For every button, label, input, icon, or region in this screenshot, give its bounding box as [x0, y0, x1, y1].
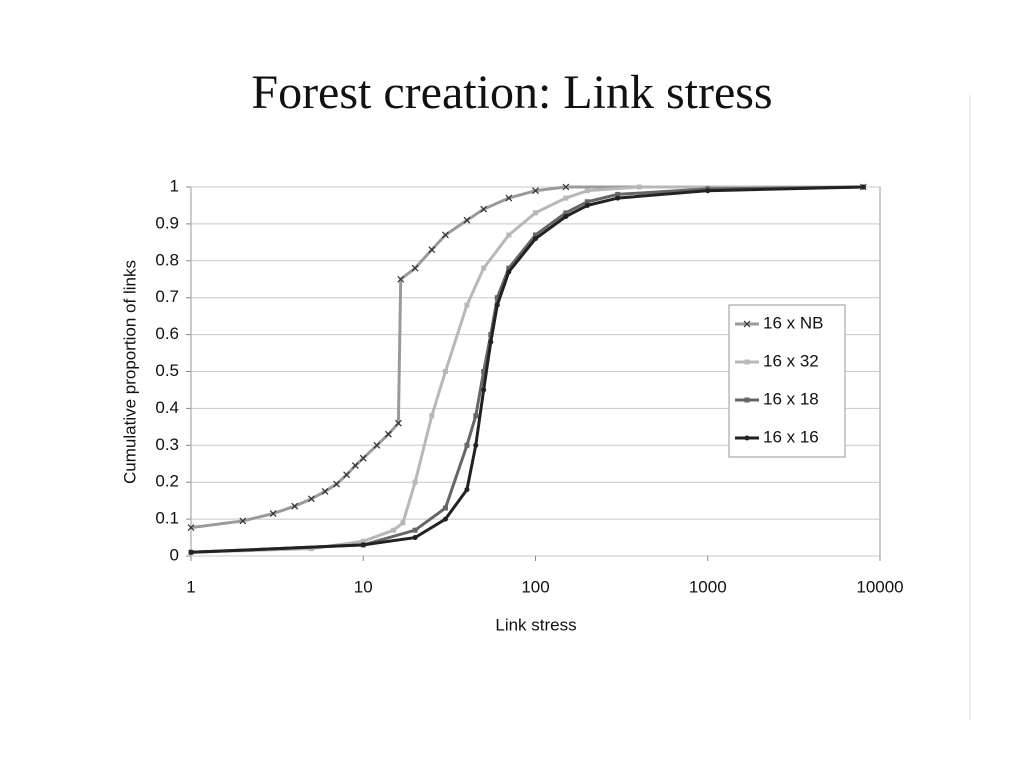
- marker: [615, 195, 621, 201]
- marker: [360, 538, 366, 544]
- marker: [494, 295, 500, 301]
- marker: [505, 194, 513, 202]
- marker: [481, 387, 487, 393]
- marker: [533, 236, 538, 242]
- series-line: [190, 185, 864, 554]
- marker: [533, 210, 538, 216]
- y-tick-label: 0.7: [155, 287, 179, 306]
- marker: [412, 527, 418, 533]
- legend-label: 16 x 32: [763, 351, 819, 370]
- chart-title: Forest creation: Link stress: [251, 66, 772, 119]
- marker: [860, 184, 866, 190]
- marker: [463, 216, 471, 224]
- marker: [506, 265, 512, 271]
- marker: [400, 520, 406, 526]
- legend-marker: [744, 397, 750, 403]
- legend-label: 16 x 16: [763, 427, 819, 446]
- marker: [481, 369, 487, 374]
- marker: [506, 232, 512, 238]
- marker: [563, 214, 569, 220]
- marker: [351, 462, 359, 470]
- marker: [442, 505, 448, 511]
- y-tick-label: 1: [170, 176, 179, 195]
- marker: [373, 441, 381, 449]
- marker: [321, 488, 329, 495]
- legend-box: [728, 304, 846, 458]
- marker: [269, 510, 277, 517]
- marker: [239, 517, 247, 525]
- marker: [307, 495, 315, 503]
- x-tick-label: 100: [521, 577, 549, 596]
- marker: [480, 205, 488, 213]
- marker: [384, 430, 392, 438]
- legend-marker: [744, 435, 750, 441]
- marker: [705, 188, 711, 194]
- series-line: [190, 185, 864, 554]
- marker: [473, 442, 479, 448]
- marker: [464, 302, 470, 308]
- y-tick-label: 0.1: [155, 509, 179, 528]
- marker: [429, 413, 435, 419]
- legend-marker: [744, 359, 750, 365]
- marker: [563, 195, 569, 201]
- y-tick-label: 0.8: [155, 250, 179, 269]
- marker: [532, 187, 539, 195]
- legend-label: 16 x 18: [763, 389, 819, 408]
- marker: [584, 199, 590, 205]
- marker: [442, 231, 449, 239]
- y-axis-label: Cumulative proportion of links: [120, 260, 139, 484]
- marker: [333, 480, 340, 488]
- marker: [464, 442, 470, 448]
- marker: [360, 542, 366, 548]
- x-tick-label: 1: [186, 577, 195, 596]
- marker: [473, 413, 479, 419]
- marker: [442, 516, 448, 522]
- marker: [563, 210, 569, 216]
- marker: [494, 302, 500, 308]
- marker: [636, 184, 642, 190]
- y-tick-label: 0.9: [155, 213, 179, 232]
- marker: [488, 339, 494, 345]
- marker: [428, 246, 436, 254]
- marker: [343, 471, 350, 479]
- marker: [359, 454, 367, 462]
- marker: [394, 419, 402, 427]
- marker: [533, 232, 538, 238]
- marker: [442, 369, 448, 374]
- marker: [481, 265, 487, 271]
- x-tick-label: 10: [354, 577, 373, 596]
- legend-label: 16 x NB: [763, 313, 823, 332]
- marker: [188, 549, 194, 555]
- marker: [411, 264, 419, 272]
- y-tick-label: 0.2: [155, 472, 179, 491]
- y-tick-label: 0.6: [155, 324, 179, 343]
- marker: [291, 502, 299, 510]
- y-tick-label: 0.3: [155, 435, 179, 454]
- marker: [412, 479, 418, 485]
- marker: [391, 527, 397, 533]
- x-tick-label: 1000: [689, 577, 727, 596]
- marker: [187, 524, 195, 532]
- x-tick-label: 10000: [856, 577, 903, 596]
- y-tick-label: 0.4: [155, 398, 179, 417]
- legend-marker: [743, 320, 751, 328]
- y-tick-label: 0.5: [155, 361, 179, 380]
- y-tick-label: 0: [170, 545, 179, 564]
- marker: [397, 275, 405, 283]
- marker: [506, 269, 512, 275]
- marker: [562, 183, 570, 191]
- marker: [412, 535, 418, 541]
- marker: [464, 487, 470, 493]
- marker: [584, 188, 590, 194]
- x-axis-label: Link stress: [495, 615, 576, 634]
- marker: [615, 191, 621, 197]
- marker: [584, 202, 590, 208]
